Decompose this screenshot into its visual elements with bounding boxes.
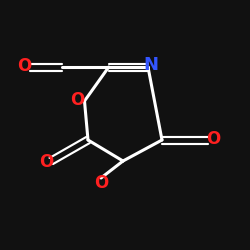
Text: N: N <box>143 56 158 74</box>
Text: O: O <box>17 57 31 75</box>
Text: O: O <box>206 130 220 148</box>
Text: O: O <box>38 153 53 171</box>
Text: O: O <box>94 174 108 192</box>
Text: O: O <box>70 91 85 109</box>
